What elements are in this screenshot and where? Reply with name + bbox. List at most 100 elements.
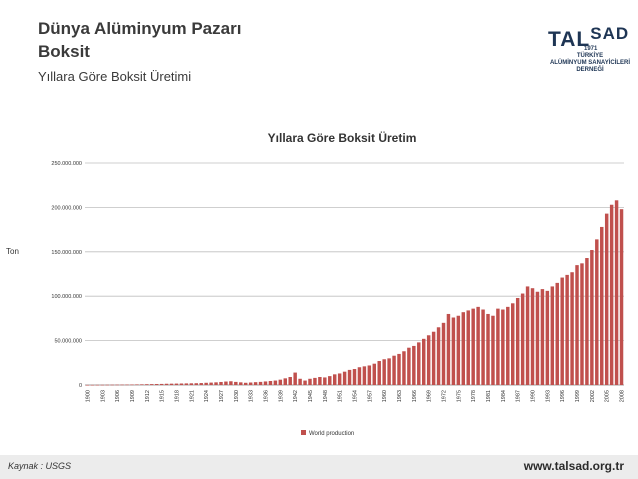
bar [293,372,297,385]
bar [426,335,431,385]
bar [604,213,609,385]
bar [565,274,569,385]
legend-label: World production [309,431,354,437]
bar [506,306,510,385]
x-tick-label: 1984 [501,390,507,402]
bars [85,200,624,386]
bar [204,382,208,385]
bar [387,358,391,385]
bar [140,384,144,385]
bar [342,371,347,385]
website-link[interactable]: www.talsad.org.tr [523,459,624,473]
logo-line-1: TÜRKİYE [576,53,604,59]
y-tick-label: 150.000.000 [51,250,82,256]
logo-brand: TALSAD [548,24,629,52]
bar [337,373,342,385]
bar [308,378,312,385]
x-tick-label: 1906 [115,390,121,402]
x-axis-ticks: 1900 1903 1906 1909 1912 1915 1918 1921 1924 1927… [85,390,625,402]
bar [105,384,109,386]
bar [253,382,258,385]
bar [609,204,614,385]
bar [511,303,515,385]
bar [550,286,555,385]
x-tick-label: 1933 [249,390,255,402]
bar [100,384,105,386]
x-tick-label: 1990 [531,390,537,402]
bar [496,308,500,385]
bar [332,374,337,385]
bar [382,359,386,385]
bar [120,384,124,386]
logo-brand-left: TAL [548,28,591,51]
bar [590,250,594,385]
y-tick-label: 100.000.000 [51,294,82,300]
bar [555,282,559,385]
bar [476,306,480,385]
bar [377,361,381,385]
bar [159,383,164,385]
x-tick-label: 1903 [100,390,106,402]
slide-title: Dünya Alüminyum Pazarı [38,19,242,38]
y-tick-label: 0 [79,383,82,389]
bar [115,384,119,386]
x-tick-label: 1900 [85,390,91,402]
bar [491,315,495,385]
bar [323,377,327,385]
bar [95,384,100,386]
bar [214,382,218,385]
bar [407,347,411,385]
y-axis-unit-label: Ton [6,247,19,256]
bar [268,381,273,385]
bar [436,327,441,385]
bar [179,383,184,385]
x-tick-label: 1969 [427,390,433,402]
bar [367,365,372,385]
bar [422,338,426,385]
bar [169,383,174,385]
legend: World production [301,430,354,437]
bar [209,382,213,385]
bar [199,383,203,385]
x-tick-label: 1987 [516,390,522,402]
bar [145,384,149,385]
bar [258,381,263,385]
bar [619,209,624,385]
slide-subtitle: Boksit [38,42,90,61]
bar [303,380,307,385]
bar [570,272,574,385]
bar [614,200,619,385]
bar [486,313,490,385]
x-tick-label: 1909 [130,390,136,402]
bar [461,312,466,385]
slide-header: Dünya Alüminyum Pazarı Boksit Yıllara Gö… [38,18,241,86]
bar [347,369,352,385]
bar [431,331,436,385]
bar [446,313,451,385]
chart-title: Yıllara Göre Boksit Üretim [268,130,417,145]
bar [352,369,357,385]
x-tick-label: 1927 [219,390,225,402]
bar [501,309,505,385]
x-tick-label: 1996 [560,390,566,402]
x-tick-label: 1930 [234,390,240,402]
bar [278,379,283,385]
logo-year: 1971 [584,46,598,52]
x-tick-label: 1945 [308,390,314,402]
bar [575,265,579,385]
x-tick-label: 1972 [442,390,448,402]
y-axis-ticks: 0 50.000.000 100.000.000 150.000.000 200.000… [51,161,82,389]
x-tick-label: 1993 [545,390,551,402]
x-tick-label: 1963 [397,390,403,402]
bar [154,384,159,385]
x-tick-label: 1936 [263,390,269,402]
bar [530,288,535,385]
bar [451,317,456,385]
bar [585,258,589,385]
x-tick-label: 1939 [278,390,284,402]
bar [234,381,238,385]
logo-line-3: DERNEĞİ [576,67,604,73]
x-tick-label: 1957 [367,390,373,402]
x-tick-label: 1978 [471,390,477,402]
bar [318,377,322,385]
